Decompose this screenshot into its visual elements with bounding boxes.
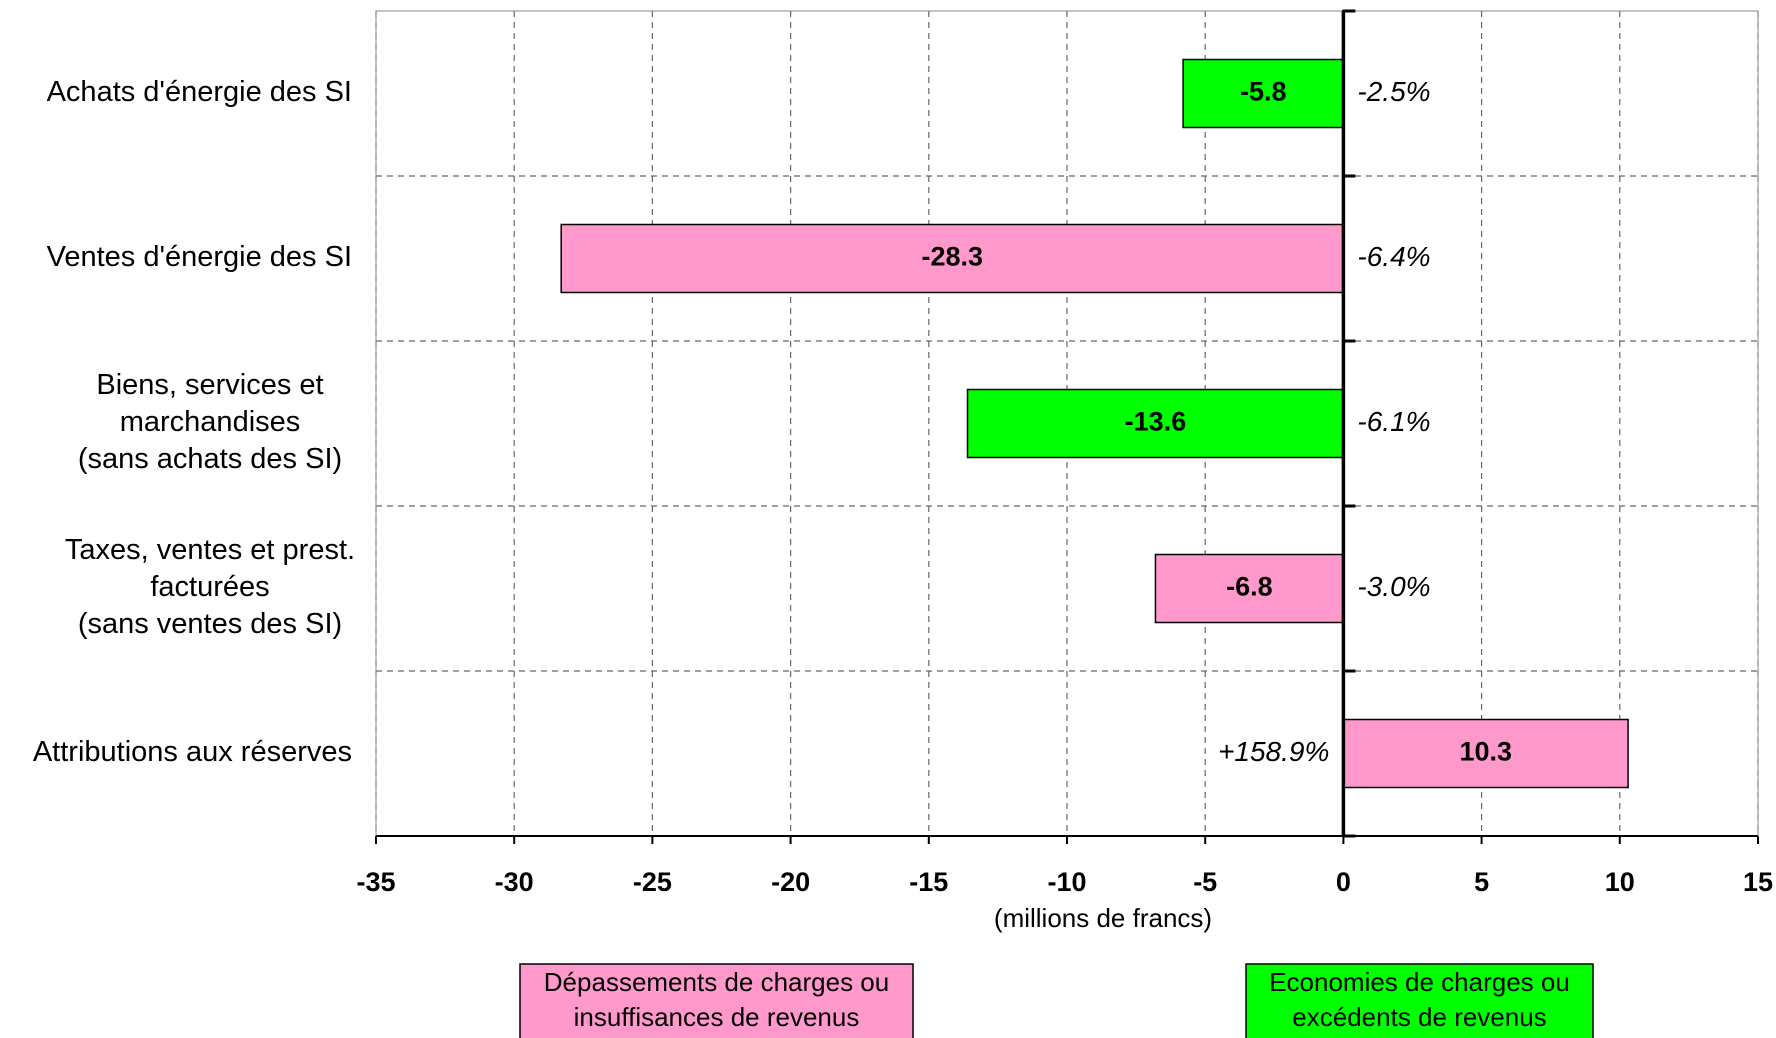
value-label: -6.8 [1226,572,1273,602]
value-label: 10.3 [1459,737,1512,767]
legend-label: excédents de revenus [1292,1002,1546,1032]
x-tick-label: -20 [771,867,810,897]
y-tick-label: facturées [150,571,269,603]
annotation: -2.5% [1357,76,1430,107]
y-tick-label: (sans achats des SI) [78,443,342,475]
annotation: -6.4% [1357,241,1430,272]
x-tick-label: -10 [1047,867,1086,897]
y-tick-label: Taxes, ventes et prest. [65,534,355,566]
x-tick-label: -35 [356,867,395,897]
value-label: -28.3 [922,242,984,272]
y-tick-label: Attributions aux réserves [33,736,352,768]
value-label: -5.8 [1240,77,1287,107]
bar [1182,58,1345,129]
y-tick-label: marchandises [120,406,301,438]
y-tick-label: (sans ventes des SI) [78,608,342,640]
legend-label: Economies de charges ou [1269,967,1570,997]
legend-box [519,963,914,1038]
y-tick-label: Biens, services et [96,369,323,401]
x-tick-label: 0 [1336,867,1351,897]
x-tick-label: -5 [1193,867,1217,897]
annotation: +158.9% [1218,736,1329,767]
legend-label: Dépassements de charges ou [544,967,889,997]
x-tick-label: 5 [1474,867,1489,897]
legend-box [1245,963,1594,1038]
annotation: -6.1% [1357,406,1430,437]
x-tick-label: -25 [633,867,672,897]
y-tick-label: Ventes d'énergie des SI [47,241,352,273]
x-tick-label: 15 [1743,867,1773,897]
x-tick-label: -30 [495,867,534,897]
y-tick-label: Achats d'énergie des SI [47,76,352,108]
legend-label: insuffisances de revenus [574,1002,860,1032]
x-tick-label: -15 [909,867,948,897]
bar [560,223,1345,294]
annotation: -3.0% [1357,571,1430,602]
value-label: -13.6 [1125,407,1187,437]
x-axis-label: (millions de francs) [994,903,1212,933]
x-tick-label: 10 [1605,867,1635,897]
